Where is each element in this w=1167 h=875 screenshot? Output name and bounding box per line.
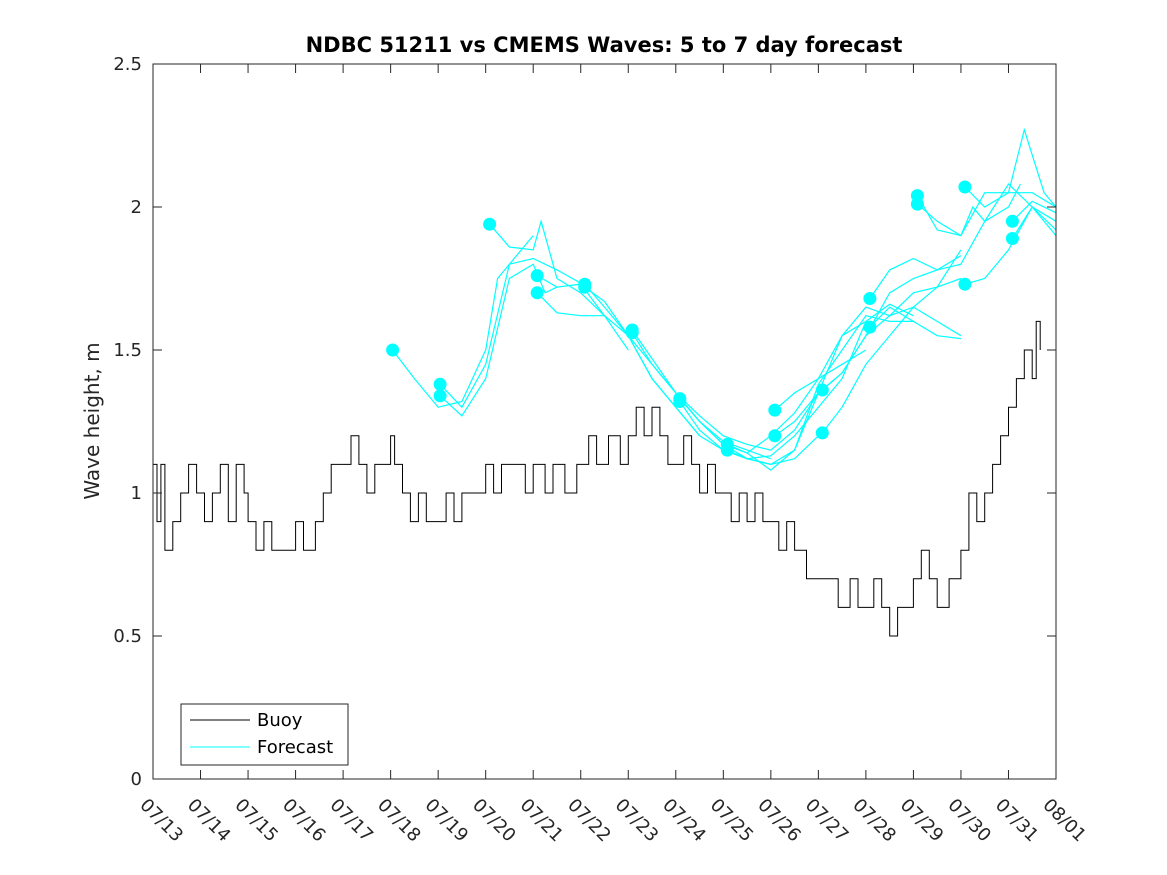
forecast-start-marker — [863, 320, 877, 334]
forecast-start-marker — [386, 343, 400, 357]
forecast-start-marker — [625, 326, 639, 340]
forecast-start-marker — [815, 426, 829, 440]
chart-title: NDBC 51211 vs CMEMS Waves: 5 to 7 day fo… — [306, 33, 903, 57]
forecast-start-marker — [863, 292, 877, 305]
y-tick-label: 0.5 — [113, 626, 142, 647]
x-tick-label: 07/28 — [848, 795, 900, 847]
x-tick-label: 07/26 — [753, 795, 805, 847]
plot-frame — [152, 63, 1057, 780]
forecast-run-line — [917, 183, 1057, 237]
forecast-run-line — [869, 306, 961, 340]
forecast-start-marker — [815, 383, 829, 397]
forecast-run-line — [964, 206, 1057, 285]
x-tick-label: 07/21 — [516, 795, 568, 847]
forecast-run-line — [536, 292, 605, 317]
x-tick-label: 07/13 — [135, 795, 187, 847]
forecast-run-line — [821, 277, 962, 434]
forecast-run-line — [679, 321, 867, 460]
x-tick-label: 07/27 — [801, 795, 853, 847]
legend-label-buoy: Buoy — [257, 710, 303, 731]
x-tick-label: 07/30 — [943, 795, 995, 847]
forecast-start-marker — [910, 197, 924, 211]
legend: Buoy Forecast — [180, 703, 349, 766]
series-layer — [153, 127, 1057, 637]
forecast-start-marker — [958, 277, 972, 291]
forecast-start-marker — [433, 377, 447, 391]
y-tick-label: 0 — [131, 769, 142, 790]
x-tick-label: 07/23 — [611, 795, 663, 847]
forecast-run-line — [439, 257, 583, 409]
x-tick-label: 07/24 — [658, 795, 710, 847]
x-tick-label: 08/01 — [1038, 795, 1090, 847]
y-tick-label: 2 — [131, 197, 142, 218]
forecast-run-line — [964, 186, 1057, 208]
forecast-run-line — [489, 219, 629, 351]
y-axis-label: Wave height, m — [80, 342, 104, 499]
forecast-run-line — [1011, 205, 1057, 239]
y-tick-label: 1.5 — [113, 340, 142, 361]
x-tick-label: 07/19 — [421, 795, 473, 847]
forecast-run-line — [1011, 200, 1057, 222]
forecast-start-marker — [483, 217, 497, 231]
plot-area — [153, 64, 1056, 779]
x-tick-label: 07/16 — [278, 795, 330, 847]
x-tick-label: 07/17 — [326, 795, 378, 847]
x-tick-label: 07/25 — [706, 795, 758, 847]
legend-box — [180, 703, 349, 766]
x-tick-label: 07/15 — [231, 795, 283, 847]
forecast-start-marker — [673, 395, 687, 408]
forecast-run-line — [631, 332, 819, 451]
forecast-start-marker — [1005, 232, 1019, 245]
y-tick-label: 1 — [131, 483, 142, 504]
x-tick-label: 07/14 — [183, 795, 235, 847]
forecast-run-line — [916, 127, 1057, 237]
forecast-run-line — [439, 263, 558, 417]
x-tick-label: 07/29 — [896, 795, 948, 847]
x-tick-label: 07/18 — [373, 795, 425, 847]
forecast-run-line — [869, 183, 1021, 299]
forecast-start-marker — [768, 429, 782, 443]
buoy-line — [153, 320, 1041, 637]
forecast-start-marker — [530, 269, 544, 283]
x-tick-label: 07/22 — [563, 795, 615, 847]
forecast-run-line — [727, 315, 914, 466]
forecast-start-marker — [578, 280, 592, 294]
forecast-start-marker — [433, 389, 447, 403]
forecast-start-marker — [958, 180, 972, 194]
forecast-start-marker — [530, 286, 544, 300]
forecast-start-marker — [768, 403, 782, 417]
forecast-start-marker — [720, 443, 734, 457]
forecast-run-line — [774, 306, 962, 411]
x-tick-label: 07/31 — [991, 795, 1043, 847]
y-tick-label: 2.5 — [113, 54, 142, 75]
forecast-run-line — [392, 235, 534, 408]
forecast-start-marker — [1005, 214, 1019, 228]
legend-label-forecast: Forecast — [257, 737, 333, 758]
x-tick-label: 07/20 — [468, 795, 520, 847]
